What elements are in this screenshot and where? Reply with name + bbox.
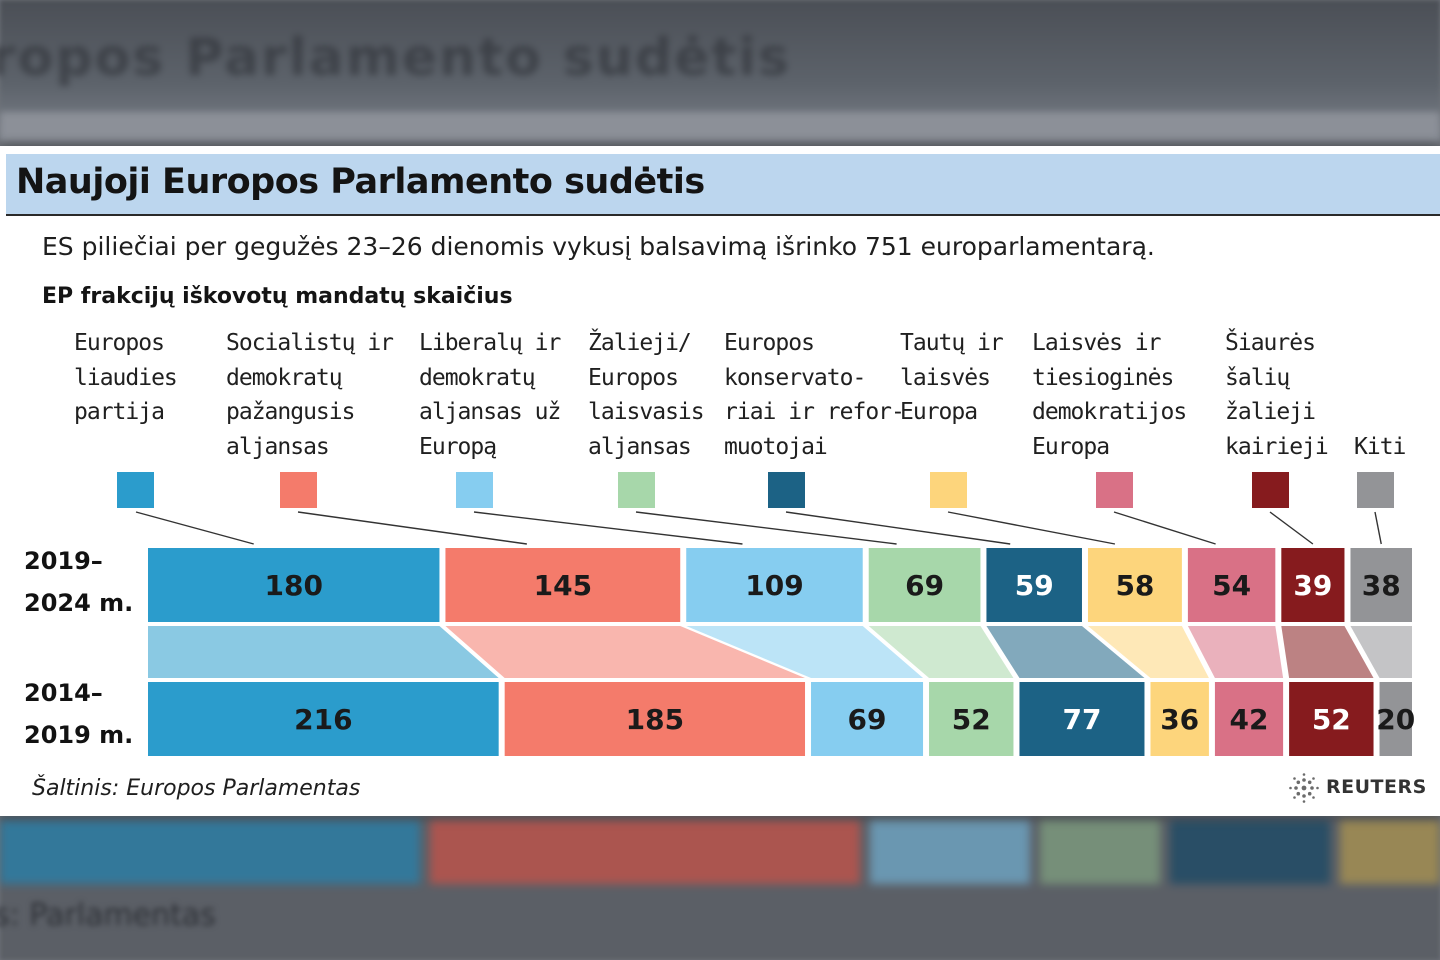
bar-value-label-2019-sd: 145 [534, 569, 592, 602]
legend-label-sd: Socialistų ir demokratų pažangusis aljan… [226, 330, 394, 460]
connector-band-efdd [1187, 626, 1284, 678]
bar-value-label-2019-gue: 39 [1293, 569, 1332, 602]
bar-segment-2014-sd [504, 682, 806, 756]
background-ghost-bar [870, 820, 1030, 884]
bar-segment-2019-efdd [1187, 548, 1276, 622]
bar-value-label-2014-gue: 52 [1312, 703, 1351, 736]
bar-segment-2019-greens [868, 548, 981, 622]
background-top-blur: ropos Parlamento sudėtis [0, 0, 1440, 140]
leader-line-enf [947, 511, 1116, 545]
chart-title: EP frakcijų iškovotų mandatų skaičius [42, 284, 513, 309]
connector-band-greens [868, 626, 1014, 678]
legend-label-greens: Žalieji/ Europos laisvasis aljansas [588, 330, 705, 460]
bar-value-label-2014-greens: 52 [952, 703, 991, 736]
legend-swatch-enf [930, 472, 967, 508]
subtitle: ES piliečiai per gegužės 23–26 dienomis … [42, 232, 1155, 261]
row-label-2014: 2014– 2019 m. [24, 679, 134, 749]
title-bar: Naujoji Europos Parlamento sudėtis [6, 154, 1440, 216]
connector-band-others [1350, 626, 1412, 678]
connector-band-ecr [986, 626, 1145, 678]
bar-segment-2019-sd [445, 548, 681, 622]
bar-value-label-2019-greens: 69 [905, 569, 944, 602]
legend-swatch-others [1357, 472, 1394, 508]
bar-segment-2014-greens [929, 682, 1014, 756]
background-ghost-bar [1340, 820, 1440, 884]
bar-value-label-2019-ecr: 59 [1015, 569, 1054, 602]
source-note: Šaltinis: Europos Parlamentas [32, 776, 361, 801]
bar-segment-2019-gue [1281, 548, 1345, 622]
bar-segment-2019-epp [148, 548, 440, 622]
legend-label-alde: Liberalų ir demokratų aljansas už Europą [419, 330, 561, 460]
bar-segment-2014-epp [148, 682, 499, 756]
legend-label-ecr: Europos konservato- riai ir refor- muoto… [724, 330, 905, 460]
bar-value-label-2019-efdd: 54 [1212, 569, 1251, 602]
bar-segment-2014-others [1379, 682, 1412, 756]
legend-swatch-epp [117, 472, 154, 508]
leader-line-epp [135, 511, 254, 545]
connector-band-gue [1281, 626, 1374, 678]
bar-value-label-2014-alde: 69 [848, 703, 887, 736]
legend-label-gue: Šiaurės šalių žalieji kairieji [1225, 330, 1329, 460]
legend-swatch-efdd [1096, 472, 1133, 508]
legend-label-efdd: Laisvės ir tiesioginės demokratijos Euro… [1032, 330, 1187, 460]
leader-line-ecr [785, 511, 1011, 545]
bar-value-label-2019-others: 38 [1362, 569, 1401, 602]
leader-line-others [1374, 511, 1382, 545]
bar-value-label-2019-alde: 109 [745, 569, 803, 602]
bar-value-label-2014-others: 20 [1376, 703, 1415, 736]
bar-segment-2014-enf [1150, 682, 1209, 756]
background-ghost-bar [1170, 820, 1330, 884]
background-ghost-source: s: Parlamentas [0, 898, 216, 933]
background-ghost-bar [1040, 820, 1160, 884]
background-ghost-bar [430, 820, 860, 884]
bar-segment-2019-enf [1087, 548, 1182, 622]
legend-label-others: Kiti [1354, 433, 1406, 460]
bar-segment-2014-ecr [1019, 682, 1145, 756]
connector-band-epp [148, 626, 499, 678]
legend-swatch-sd [280, 472, 317, 508]
row-label-2019: 2019– 2024 m. [24, 547, 134, 617]
infographic-card: Naujoji Europos Parlamento sudėtis ES pi… [0, 146, 1440, 816]
bar-segment-2019-others [1350, 548, 1412, 622]
leader-line-efdd [1113, 511, 1216, 545]
page-title: Naujoji Europos Parlamento sudėtis [16, 162, 705, 202]
bar-value-label-2014-sd: 185 [626, 703, 684, 736]
legend-swatch-greens [618, 472, 655, 508]
background-ghost-band [0, 112, 1440, 140]
stacked-bar-chart: 180 145 109 69 59 58 54 39 38 216 185 69 52 77 36 42 52 2… [135, 511, 1415, 756]
leader-line-greens [635, 511, 897, 545]
legend-label-enf: Tautų ir laisvės Europa [900, 330, 1004, 425]
background-ghost-title: ropos Parlamento sudėtis [0, 28, 791, 88]
legend-label-epp: Europos liaudies partija [74, 330, 178, 425]
legend-swatch-gue [1252, 472, 1289, 508]
leader-line-gue [1269, 511, 1314, 545]
connector-band-alde [686, 626, 924, 678]
bar-value-label-2014-epp: 216 [294, 703, 352, 736]
bar-value-label-2014-ecr: 77 [1062, 703, 1101, 736]
bar-segment-2019-alde [686, 548, 863, 622]
bar-value-label-2014-enf: 36 [1160, 703, 1199, 736]
legend-swatch-alde [456, 472, 493, 508]
leader-line-alde [473, 511, 743, 545]
bar-segment-2014-gue [1289, 682, 1374, 756]
bar-segment-2014-efdd [1214, 682, 1284, 756]
bar-segment-2019-ecr [986, 548, 1082, 622]
connector-band-enf [1087, 626, 1209, 678]
legend-swatch-ecr [768, 472, 805, 508]
reuters-logo: REUTERS [1288, 772, 1428, 804]
bar-value-label-2019-epp: 180 [264, 569, 322, 602]
reuters-logo-text: REUTERS [1326, 776, 1427, 798]
connector-band-sd [445, 626, 806, 678]
background-bottom-blur [0, 816, 1440, 960]
reuters-logo-icon [1289, 773, 1319, 803]
background-ghost-bar [0, 820, 420, 884]
leader-line-sd [297, 511, 527, 545]
bar-value-label-2019-enf: 58 [1115, 569, 1154, 602]
bar-value-label-2014-efdd: 42 [1230, 703, 1269, 736]
bar-segment-2014-alde [811, 682, 924, 756]
